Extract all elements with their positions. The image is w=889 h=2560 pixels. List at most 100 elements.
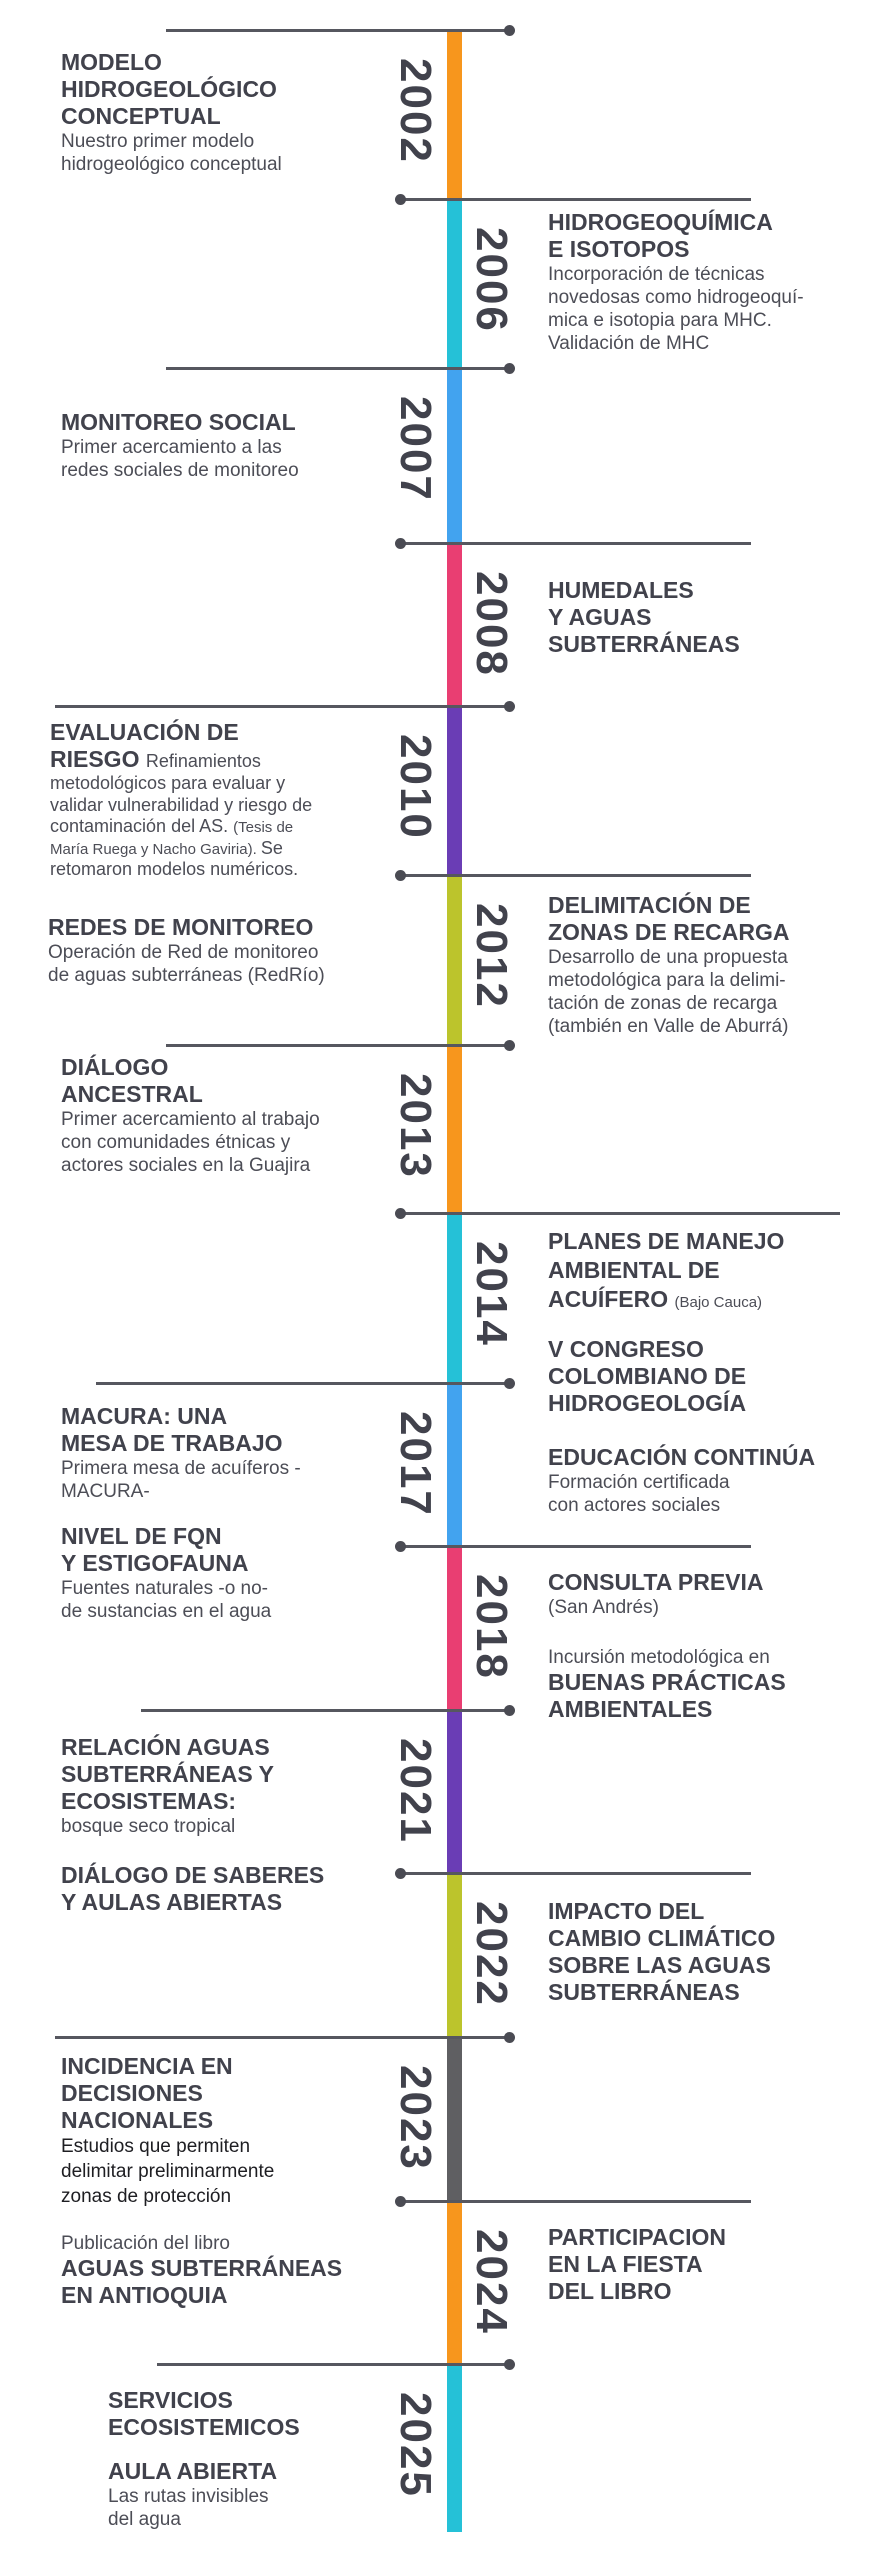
text-line: ACUÍFERO (Bajo Cauca) bbox=[548, 1285, 784, 1314]
milestone-description: Se bbox=[260, 837, 283, 858]
text-line: Primera mesa de acuíferos - bbox=[61, 1457, 301, 1480]
milestone-description: Publicación del libro bbox=[61, 2233, 230, 2254]
text-line: DIÁLOGO DE SABERES bbox=[61, 1862, 324, 1889]
text-line: de sustancias en el agua bbox=[61, 1600, 271, 1623]
milestone-title: RELACIÓN AGUAS bbox=[61, 1734, 270, 1760]
milestone-title: SOBRE LAS AGUAS bbox=[548, 1952, 771, 1978]
milestone-title: BUENAS PRÁCTICAS bbox=[548, 1669, 786, 1695]
year-label: 2012 bbox=[467, 903, 516, 1009]
divider-line bbox=[166, 29, 509, 32]
text-line: HIDROGEOLOGÍA bbox=[548, 1390, 746, 1417]
milestone-description: Primer acercamiento a las bbox=[61, 437, 282, 458]
milestone-description: (San Andrés) bbox=[548, 1597, 659, 1618]
text-line: Primer acercamiento al trabajo bbox=[61, 1108, 320, 1131]
milestone-description: mica e isotopia para MHC. bbox=[548, 310, 772, 331]
year-label: 2013 bbox=[391, 1073, 440, 1179]
milestone-title: ANCESTRAL bbox=[61, 1081, 203, 1107]
milestone-description: contaminación del AS. bbox=[50, 816, 234, 836]
text-line: ECOSISTEMAS: bbox=[61, 1788, 274, 1815]
year-label: 2022 bbox=[467, 1901, 516, 2007]
text-line: tación de zonas de recarga bbox=[548, 992, 790, 1015]
milestone-block: INCIDENCIA EN DECISIONES NACIONALES Estudio… bbox=[61, 2053, 274, 2209]
text-line: IMPACTO DEL bbox=[548, 1898, 775, 1925]
milestone-title: CAMBIO CLIMÁTICO bbox=[548, 1925, 776, 1951]
milestone-title: PLANES DE MANEJO bbox=[548, 1228, 785, 1254]
text-line: (San Andrés) bbox=[548, 1596, 764, 1619]
text-line: retomaron modelos numéricos. bbox=[50, 859, 312, 881]
text-line: RIESGO Refinamientos bbox=[50, 746, 312, 773]
milestone-title: Y AULAS ABIERTAS bbox=[61, 1889, 283, 1915]
milestone-description: Incursión metodológica en bbox=[548, 1647, 770, 1668]
milestone-description: con comunidades étnicas y bbox=[61, 1132, 291, 1153]
text-line: Operación de Red de monitoreo bbox=[48, 941, 325, 964]
year-label: 2014 bbox=[467, 1241, 516, 1347]
milestone-description: (Tesis de bbox=[233, 819, 294, 836]
milestone-block: REDES DE MONITOREO Operación de Red de mo… bbox=[48, 914, 325, 987]
milestone-title: MONITOREO SOCIAL bbox=[61, 409, 296, 435]
timeline-segment-2008 bbox=[447, 543, 462, 706]
text-line: metodológicos para evaluar y bbox=[50, 773, 312, 795]
milestone-title: HIDROGEOLÓGICO bbox=[61, 76, 277, 102]
text-line: SUBTERRÁNEAS bbox=[548, 1979, 775, 2006]
text-line: Formación certificada bbox=[548, 1471, 815, 1494]
text-line: HIDROGEOQUÍMICA bbox=[548, 209, 804, 236]
milestone-title: SUBTERRÁNEAS bbox=[548, 1979, 740, 2005]
text-line: DEL LIBRO bbox=[548, 2278, 726, 2305]
milestone-title: E ISOTOPOS bbox=[548, 236, 690, 262]
milestone-description: redes sociales de monitoreo bbox=[61, 460, 299, 481]
text-line: ANCESTRAL bbox=[61, 1081, 320, 1108]
text-line: contaminación del AS. (Tesis de bbox=[50, 816, 312, 838]
text-line: AMBIENTAL DE bbox=[548, 1256, 784, 1285]
milestone-title: HIDROGEOQUÍMICA bbox=[548, 209, 773, 235]
text-line: Las rutas invisibles bbox=[108, 2485, 277, 2508]
milestone-title: EN LA FIESTA bbox=[548, 2251, 703, 2277]
milestone-block: EVALUACIÓN DE RIESGO Refinamientos metodol… bbox=[50, 719, 312, 881]
dot-marker bbox=[395, 538, 406, 549]
divider-line bbox=[55, 2036, 509, 2039]
timeline-segment-2012 bbox=[447, 875, 462, 1045]
milestone-title: AGUAS SUBTERRÁNEAS bbox=[61, 2255, 343, 2281]
text-line: NIVEL DE FQN bbox=[61, 1523, 271, 1550]
timeline-segment-2014 bbox=[447, 1213, 462, 1383]
text-line: Desarrollo de una propuesta bbox=[548, 946, 790, 969]
milestone-block: SERVICIOS ECOSISTEMICOS bbox=[108, 2387, 300, 2441]
year-label: 2008 bbox=[467, 571, 516, 677]
year-label: 2024 bbox=[467, 2229, 516, 2335]
milestone-title: MACURA: UNA bbox=[61, 1403, 228, 1429]
divider-line bbox=[400, 198, 751, 201]
milestone-title: EVALUACIÓN DE bbox=[50, 719, 239, 745]
timeline-segment-2025 bbox=[447, 2364, 462, 2532]
text-line: MACURA- bbox=[61, 1480, 301, 1503]
milestone-description: tación de zonas de recarga bbox=[548, 993, 778, 1014]
text-line: CONCEPTUAL bbox=[61, 103, 282, 130]
timeline-segment-2010 bbox=[447, 706, 462, 875]
text-line: REDES DE MONITOREO bbox=[48, 914, 325, 941]
text-line: SERVICIOS bbox=[108, 2387, 300, 2414]
year-label: 2023 bbox=[391, 2065, 440, 2171]
divider-line bbox=[96, 1382, 509, 1385]
divider-line bbox=[400, 1545, 751, 1548]
milestone-description: retomaron modelos numéricos. bbox=[50, 859, 299, 879]
divider-line bbox=[157, 2363, 509, 2366]
milestone-block: EDUCACIÓN CONTINÚA Formación certificada c… bbox=[548, 1444, 815, 1517]
timeline-segment-2007 bbox=[447, 368, 462, 543]
milestone-description: Primer acercamiento al trabajo bbox=[61, 1109, 320, 1130]
text-line: DIÁLOGO bbox=[61, 1054, 320, 1081]
milestone-title: CONSULTA PREVIA bbox=[548, 1569, 764, 1595]
milestone-block: MACURA: UNA MESA DE TRABAJO Primera mesa d… bbox=[61, 1403, 301, 1503]
milestone-title: PARTICIPACION bbox=[548, 2224, 727, 2250]
text-line: E ISOTOPOS bbox=[548, 236, 804, 263]
year-label: 2010 bbox=[391, 734, 440, 840]
milestone-block: PARTICIPACION EN LA FIESTA DEL LIBRO bbox=[548, 2224, 726, 2305]
timeline-segment-2006 bbox=[447, 199, 462, 368]
milestone-title: DECISIONES bbox=[61, 2080, 203, 2106]
text-line: validar vulnerabilidad y riesgo de bbox=[50, 795, 312, 817]
milestone-description: bosque seco tropical bbox=[61, 1816, 236, 1837]
text-line: ZONAS DE RECARGA bbox=[548, 919, 790, 946]
milestone-title: EDUCACIÓN CONTINÚA bbox=[548, 1444, 816, 1470]
text-line: Incorporación de técnicas bbox=[548, 263, 804, 286]
text-line: mica e isotopia para MHC. bbox=[548, 309, 804, 332]
year-label: 2021 bbox=[391, 1738, 440, 1844]
dot-marker bbox=[395, 870, 406, 881]
milestone-block: DIÁLOGO DE SABERES Y AULAS ABIERTAS bbox=[61, 1862, 324, 1916]
